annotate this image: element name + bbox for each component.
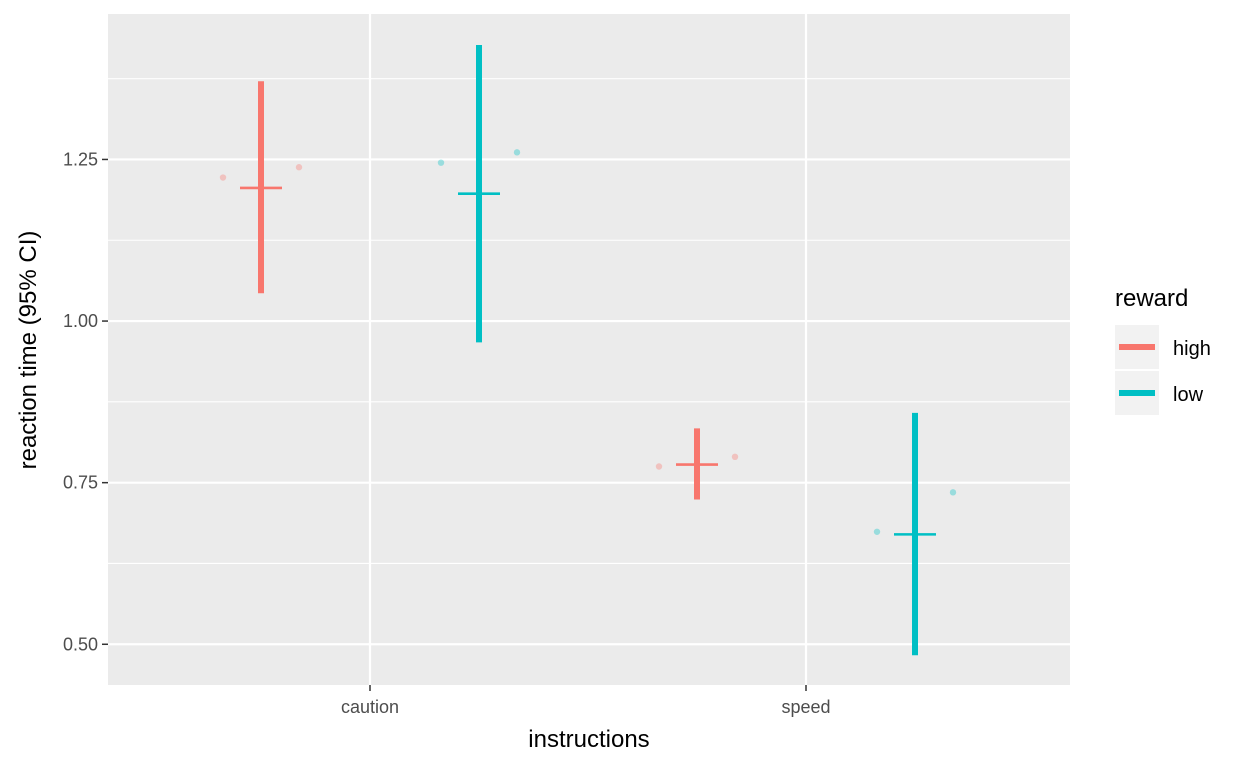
y-tick-label: 0.50 [63,634,98,654]
legend-title: reward [1115,285,1188,312]
data-point-high [295,164,303,171]
y-tick-label: 1.00 [63,311,98,331]
grid-minor [108,78,1070,565]
y-axis-title: reaction time (95% CI) [15,231,42,470]
y-tick-label: 0.75 [63,473,98,493]
grid-major [108,14,1070,685]
x-tick-label: caution [341,697,399,717]
y-axis: 0.50 0.75 1.00 1.25 [63,149,108,654]
y-tick-label: 1.25 [63,149,98,169]
data-marks [219,45,957,656]
data-point-high [731,453,739,461]
legend: reward high low [1115,285,1211,415]
data-point-low [513,149,521,156]
panel-background [108,14,1070,685]
data-point-low [437,159,445,166]
legend-label-high: high [1173,338,1211,360]
data-point-high [219,174,227,181]
x-tick-label: speed [781,697,830,717]
data-point-high [655,463,663,470]
x-axis: caution speed [341,685,831,717]
data-point-low [949,489,957,496]
data-point-low [873,528,881,535]
legend-label-low: low [1173,384,1204,406]
x-axis-title: instructions [528,726,649,753]
